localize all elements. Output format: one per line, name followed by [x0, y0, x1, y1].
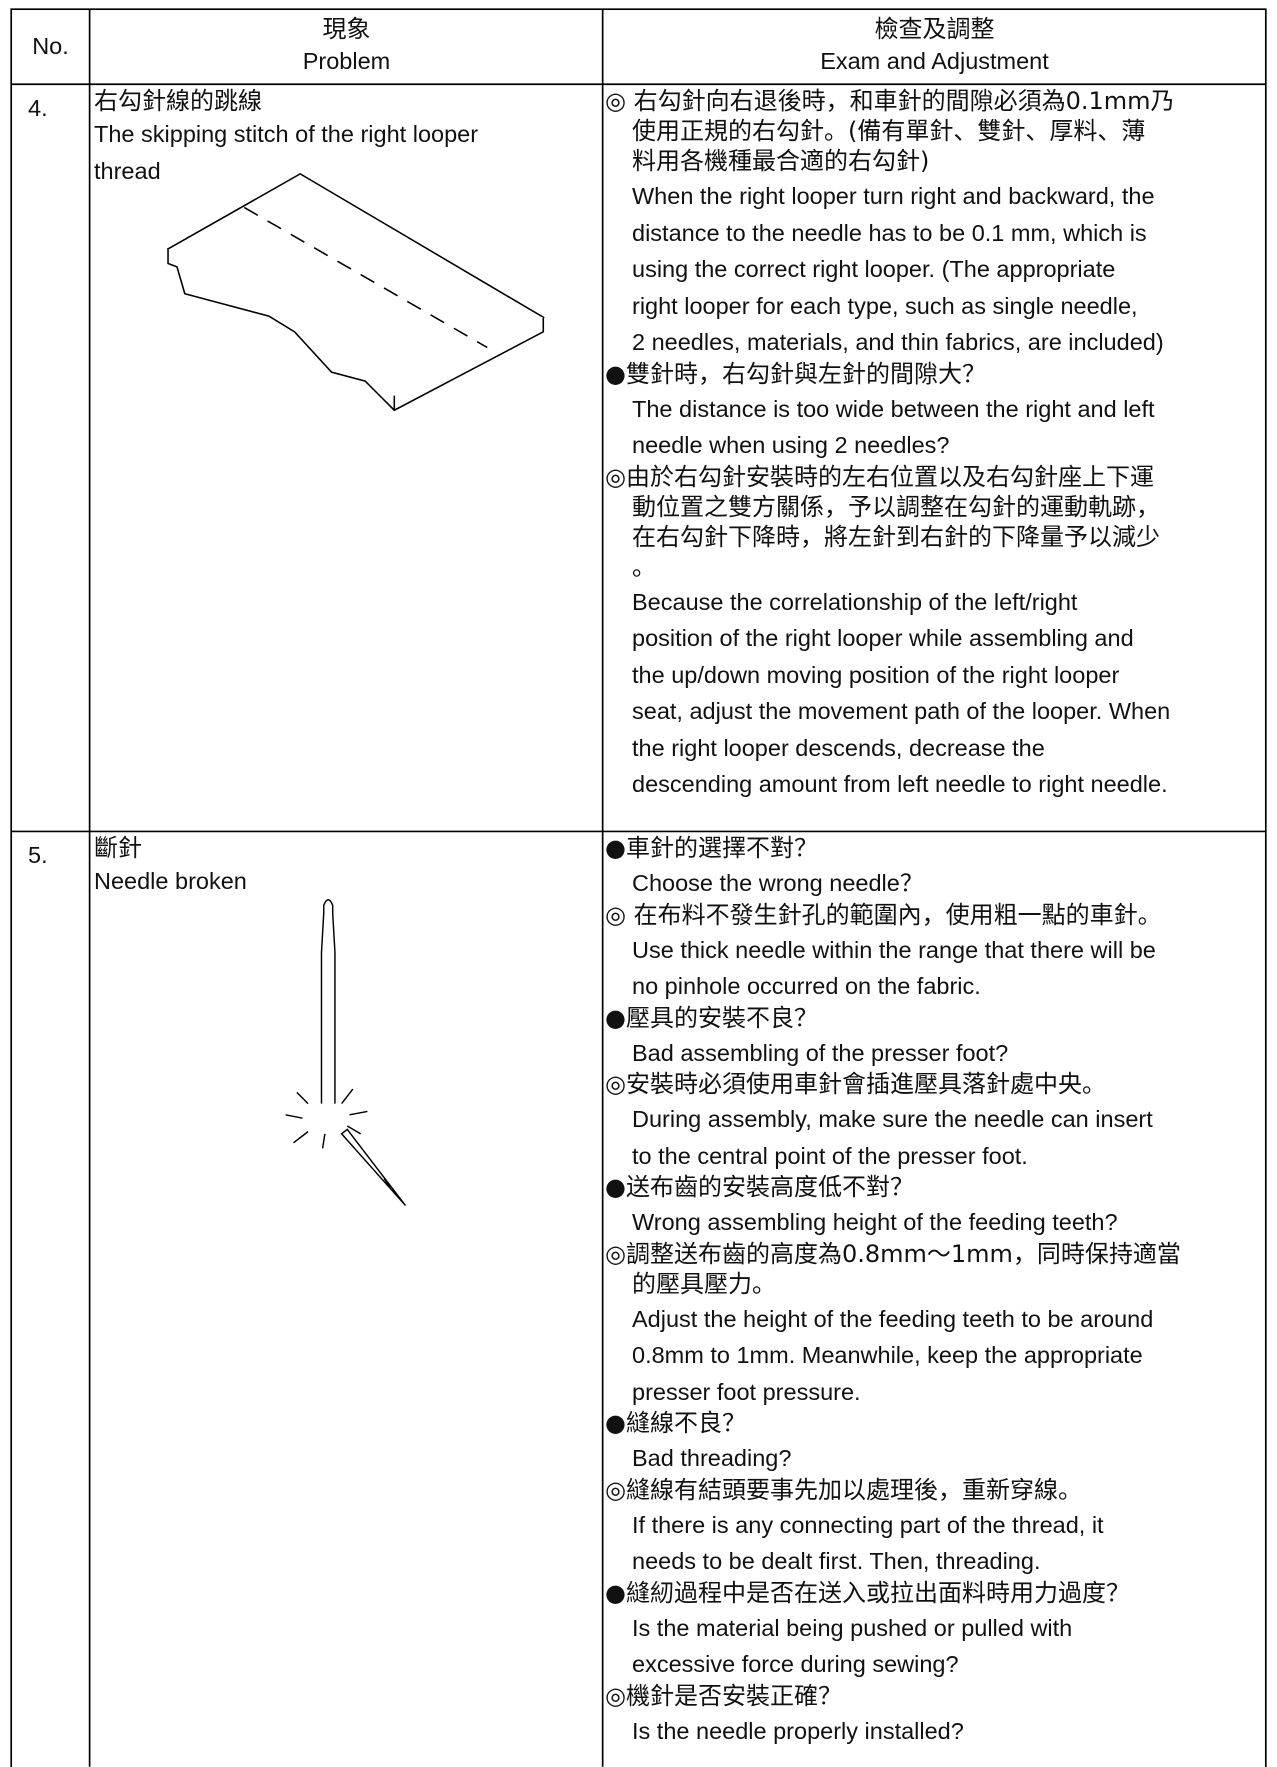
adjustment-text: The distance is too wide between the rig…	[632, 395, 1155, 422]
header-problem-zh: 現象	[322, 15, 371, 43]
problem-text: thread	[94, 157, 161, 184]
header-adjust-en: Exam and Adjustment	[820, 48, 1049, 74]
adjustment-text: Because the correlationship of the left/…	[632, 588, 1078, 615]
adjustment-text: Is the material being pushed or pulled w…	[632, 1614, 1073, 1641]
adjustment-text: ◎機針是否安裝正確？	[605, 1681, 842, 1710]
adjustment-text: Choose the wrong needle？	[632, 870, 924, 896]
adjustment-text: needs to be dealt first. Then, threading…	[632, 1548, 1041, 1574]
adjustment-text: Bad assembling of the presser foot?	[632, 1039, 1009, 1066]
adjustment-text: seat, adjust the movement path of the lo…	[632, 698, 1171, 724]
adjustment-text: the right looper descends, decrease the	[632, 734, 1045, 761]
header-no: No.	[32, 33, 69, 59]
adjustment-text: Is the needle properly installed?	[632, 1717, 964, 1744]
problem-text: The skipping stitch of the right looper	[94, 121, 479, 147]
adjustment-text: ●縫紉過程中是否在送入或拉出面料時用力過度？	[605, 1578, 1130, 1607]
adjustment-text: excessive force during sewing?	[632, 1651, 959, 1677]
adjustment-text: ●雙針時，右勾針與左針的間隙大？	[605, 359, 986, 388]
adjustment-text: using the correct right looper. (The app…	[632, 256, 1116, 282]
header-problem-en: Problem	[302, 48, 391, 74]
adjustment-text: If there is any connecting part of the t…	[632, 1511, 1104, 1538]
header-adjust-zh: 檢查及調整	[874, 15, 995, 43]
adjustment-text: position of the right looper while assem…	[632, 625, 1134, 651]
row-number: 5.	[28, 842, 48, 868]
adjustment-text: the up/down moving position of the right…	[632, 661, 1120, 688]
adjustment-text: 料用各機種最合適的右勾針)	[632, 147, 930, 175]
adjustment-text: During assembly, make sure the needle ca…	[632, 1106, 1153, 1132]
adjustment-text: Bad threading?	[632, 1445, 792, 1471]
adjustment-text: descending amount from left needle to ri…	[632, 771, 1168, 797]
problem-text: 右勾針線的跳線	[94, 87, 262, 115]
fabric-illustration	[166, 172, 545, 412]
adjustment-text: to the central point of the presser foot…	[632, 1142, 1028, 1169]
adjustment-text: ●壓具的安裝不良？	[605, 1003, 818, 1032]
adjustment-text: 。	[632, 552, 656, 581]
adjustment-text: 的壓具壓力。	[632, 1269, 776, 1298]
adjustment-text: right looper for each type, such as sing…	[632, 292, 1138, 319]
adjustment-text: Use thick needle within the range that t…	[632, 936, 1156, 963]
adjustment-text: ●車針的選擇不對？	[605, 834, 818, 862]
adjustment-text: needle when using 2 needles?	[632, 432, 950, 458]
adjustment-text: presser foot pressure.	[632, 1378, 861, 1405]
adjustment-text: ●縫線不良？	[605, 1409, 746, 1437]
adjustment-text: ◎ 在布料不發生針孔的範圍內，使用粗一點的車針。	[605, 900, 1162, 929]
adjustment-text: ◎調整送布齒的高度為0.8mm～1mm，同時保持適當	[605, 1239, 1181, 1268]
adjustment-text: ●送布齒的安裝高度低不對？	[605, 1173, 914, 1201]
adjustment-text: ◎安裝時必須使用車針會插進壓具落針處中央。	[605, 1070, 1106, 1098]
adjustment-text: distance to the needle has to be 0.1 mm,…	[632, 219, 1147, 246]
adjustment-text: no pinhole occurred on the fabric.	[632, 973, 981, 999]
adjustment-text: When the right looper turn right and bac…	[632, 183, 1155, 209]
problem-text: Needle broken	[94, 868, 247, 894]
problem-text: 斷針	[94, 834, 142, 862]
adjustment-text: 動位置之雙方關係，予以調整在勾針的運動軌跡，	[632, 492, 1160, 521]
adjustment-text: 2 needles, materials, and thin fabrics, …	[632, 329, 1164, 355]
adjustment-text: ◎ 右勾針向右退後時，和車針的間隙必須為0.1mm乃	[605, 87, 1175, 115]
adjustment-text: 0.8mm to 1mm. Meanwhile, keep the approp…	[632, 1342, 1143, 1368]
row-number: 4.	[28, 95, 48, 121]
adjustment-text: ◎由於右勾針安裝時的左右位置以及右勾針座上下運	[605, 462, 1154, 491]
adjustment-text: Adjust the height of the feeding teeth t…	[632, 1305, 1154, 1332]
adjustment-text: Wrong assembling height of the feeding t…	[632, 1209, 1118, 1235]
adjustment-text: ◎縫線有結頭要事先加以處理後，重新穿線。	[605, 1475, 1082, 1504]
adjustment-text: 使用正規的右勾針。(備有單針、雙針、厚料、薄	[632, 117, 1146, 145]
needle-illustration	[285, 899, 407, 1207]
adjustment-text: 在右勾針下降時，將左針到右針的下降量予以減少	[632, 522, 1160, 551]
